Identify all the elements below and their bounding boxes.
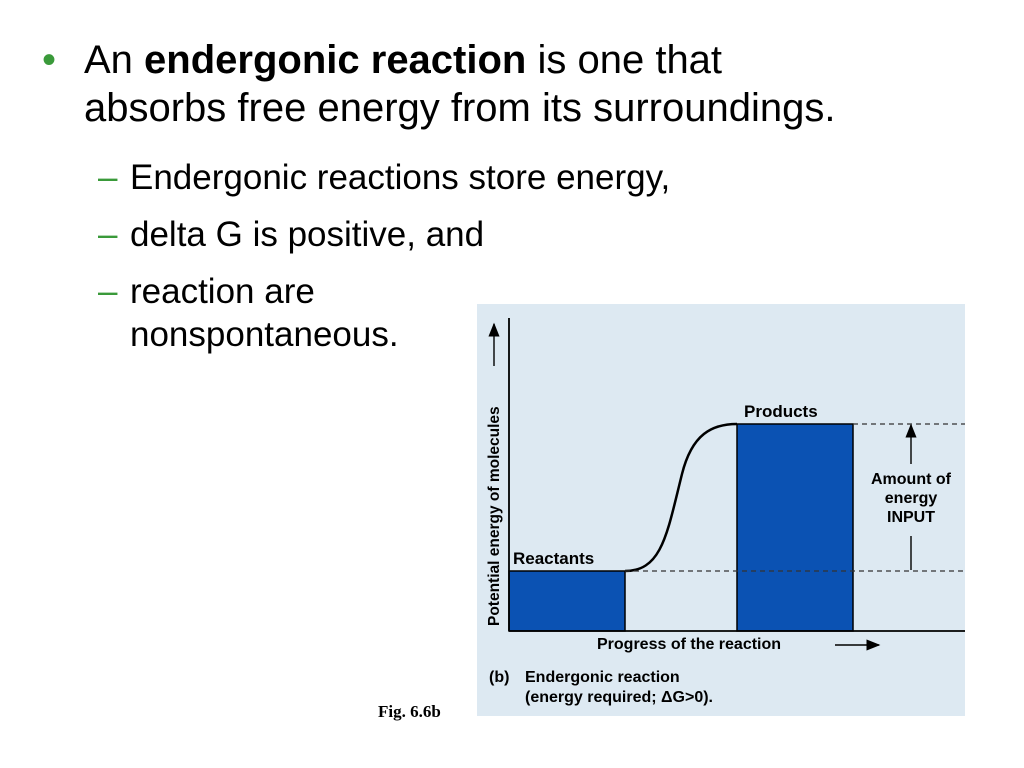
products-label: Products <box>744 402 818 421</box>
main-bullet: • An endergonic reaction is one that abs… <box>42 36 982 132</box>
energy-curve <box>624 422 738 573</box>
sub-bullet-text: delta G is positive, and <box>130 215 485 254</box>
panel-subtitle: (energy required; ΔG>0). <box>525 689 713 706</box>
sub-bullet-nonspontaneous: – reaction are nonspontaneous. <box>98 270 399 356</box>
dash-marker: – <box>98 158 118 197</box>
products-bar <box>736 423 854 632</box>
endergonic-diagram: Potential energy of molecules Progress o… <box>477 304 965 716</box>
panel-letter: (b) <box>489 669 509 686</box>
sub-bullet-line2: nonspontaneous. <box>130 315 399 354</box>
sub-bullet-delta-g: – delta G is positive, and <box>98 213 484 256</box>
figure-caption: Fig. 6.6b <box>378 702 441 721</box>
reactants-label: Reactants <box>513 549 594 568</box>
dash-marker: – <box>98 272 118 311</box>
sub-bullet-line1: reaction are <box>130 272 315 311</box>
bullet-marker: • <box>42 38 57 82</box>
main-bullet-prefix: An <box>84 38 145 82</box>
main-bullet-text: An endergonic reaction is one that absor… <box>84 36 982 132</box>
sub-bullet-text: reaction are nonspontaneous. <box>130 270 399 356</box>
sub-bullet-text: Endergonic reactions store energy, <box>130 158 671 197</box>
panel-title: Endergonic reaction <box>525 669 680 686</box>
amount-label-line1: Amount of <box>871 471 952 488</box>
dash-marker: – <box>98 215 118 254</box>
main-bullet-line2: absorbs free energy from its surrounding… <box>84 86 836 130</box>
main-bullet-term: endergonic reaction <box>144 38 527 82</box>
x-axis-label: Progress of the reaction <box>597 636 781 653</box>
reactants-bar <box>508 570 626 632</box>
main-bullet-suffix: is one that <box>526 38 723 82</box>
y-axis-label: Potential energy of molecules <box>486 406 503 626</box>
sub-bullet-store-energy: – Endergonic reactions store energy, <box>98 156 670 199</box>
amount-label-line2: energy <box>885 490 938 507</box>
amount-label-line3: INPUT <box>887 509 935 526</box>
